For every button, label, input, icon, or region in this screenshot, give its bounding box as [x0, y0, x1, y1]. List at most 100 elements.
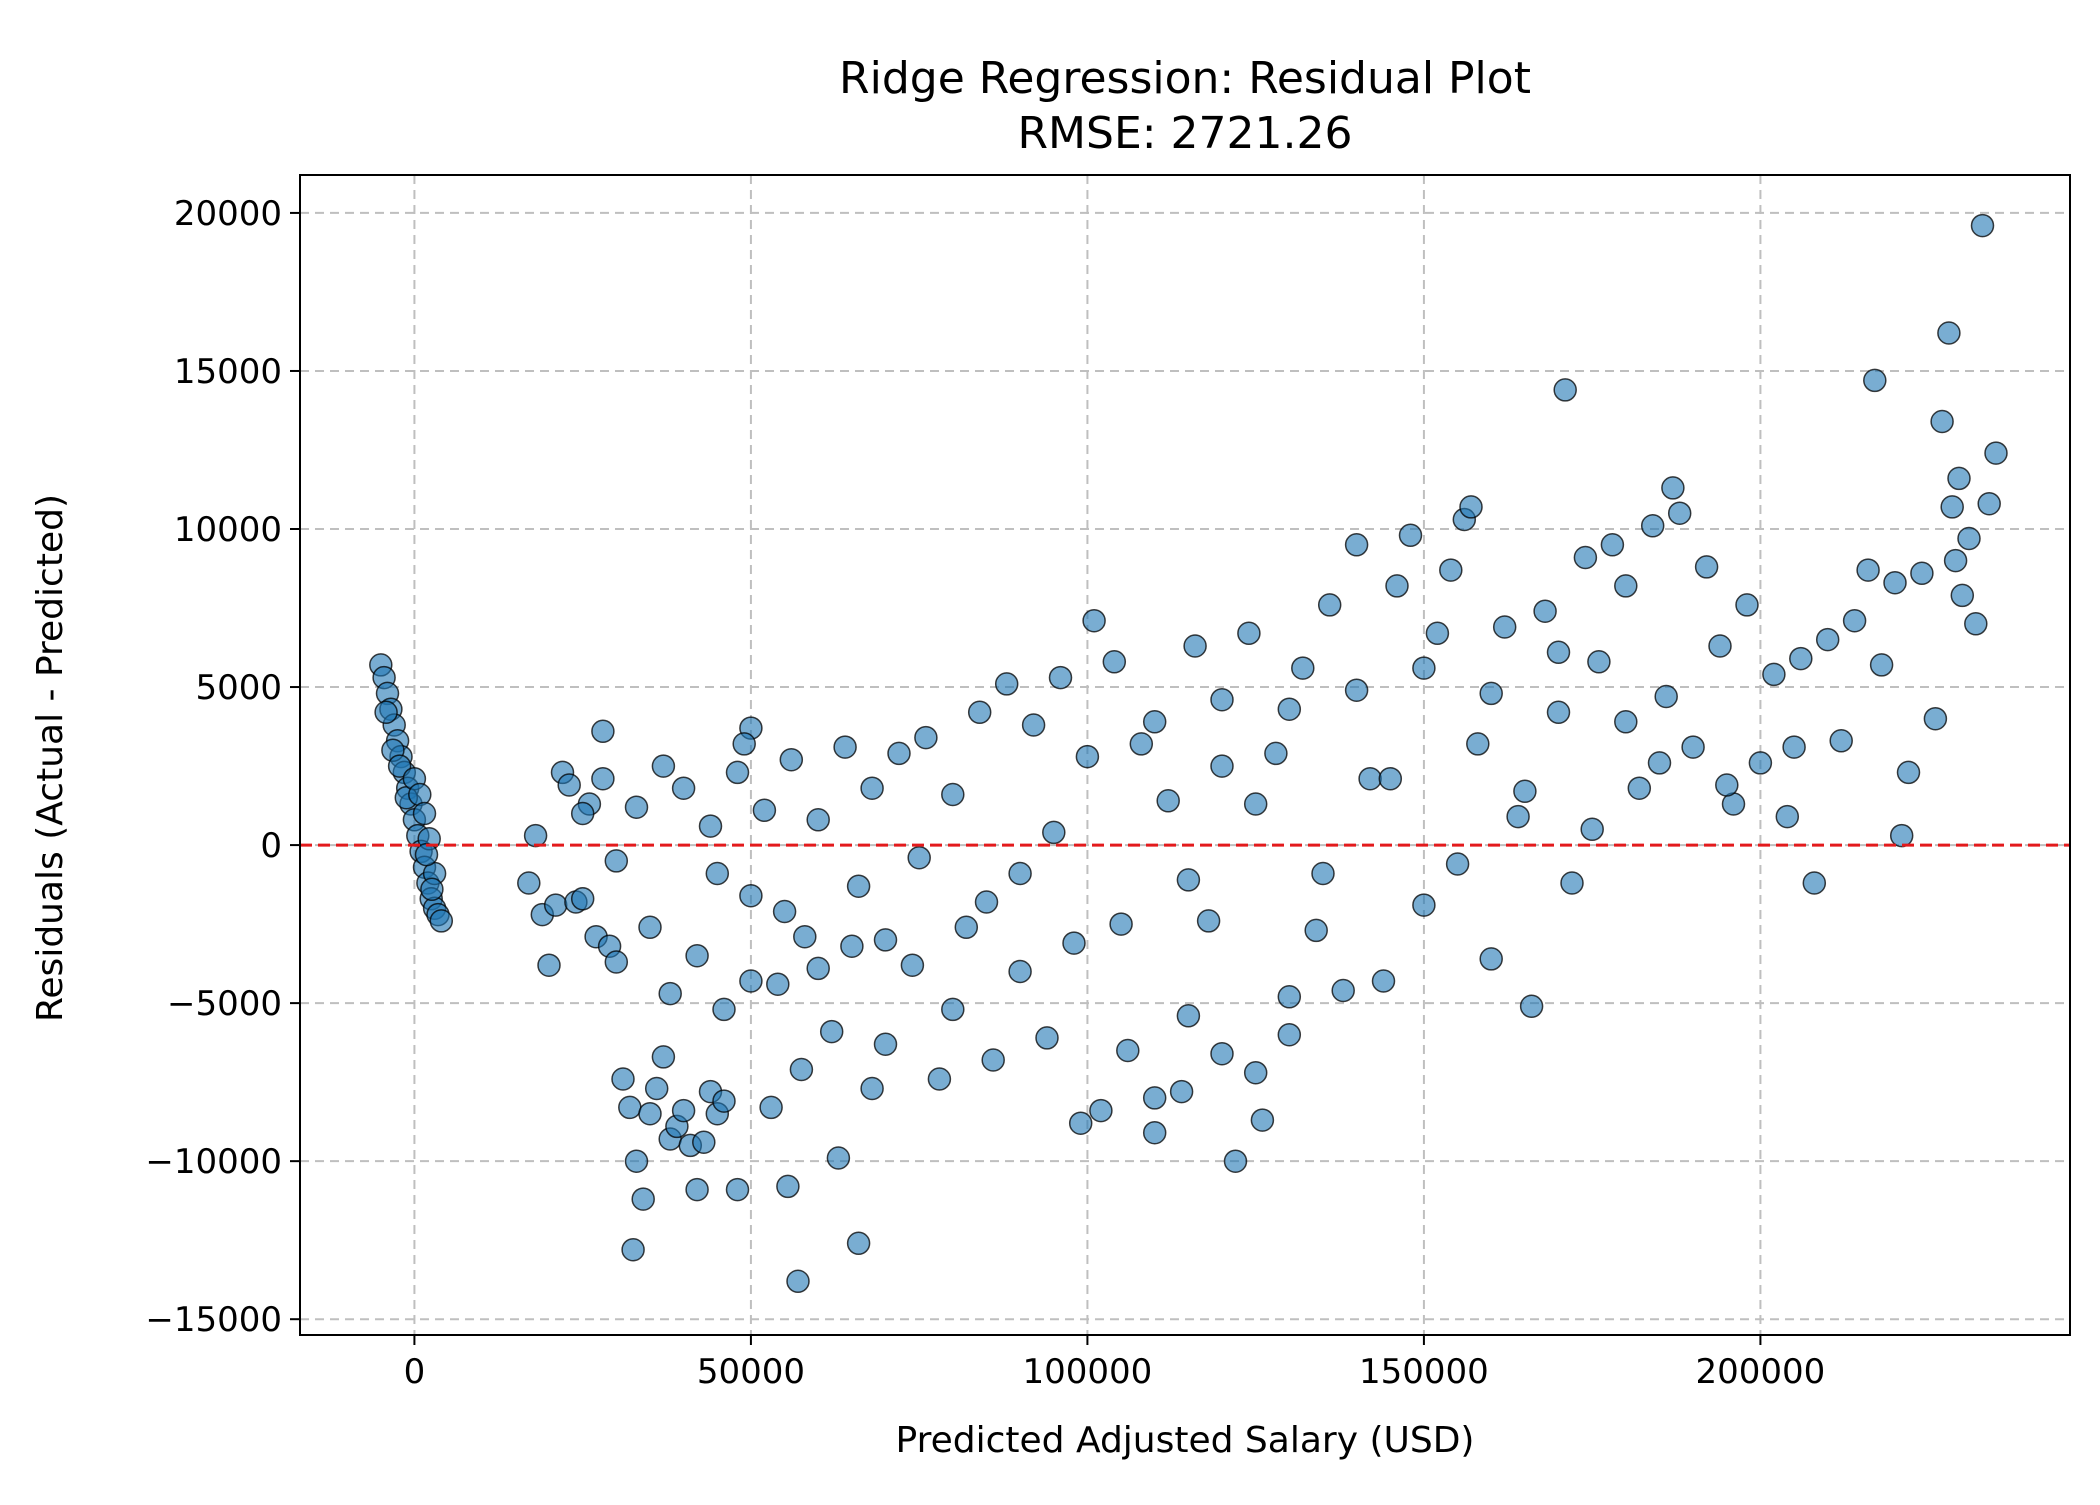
scatter-point — [1021, 713, 1046, 737]
scatter-point — [1775, 804, 1800, 829]
scatter-point — [840, 934, 864, 958]
scatter-point — [1048, 665, 1073, 690]
scatter-point — [1210, 1041, 1234, 1066]
scatter-point — [1883, 570, 1907, 595]
scatter-point — [712, 1089, 736, 1113]
scatter-point — [604, 950, 629, 974]
scatter-point — [1802, 871, 1827, 895]
scatter-point — [1068, 1111, 1093, 1135]
scatter-point — [873, 1032, 898, 1056]
scatter-point — [1250, 1108, 1275, 1132]
scatter-point — [1560, 871, 1584, 895]
scatter-point — [1708, 634, 1732, 658]
scatter-point — [658, 981, 682, 1006]
scatter-point — [517, 871, 541, 895]
scatter-point — [1385, 574, 1409, 598]
scatter-point — [1371, 969, 1396, 993]
scatter-point — [624, 1149, 649, 1173]
y-tick-label: 10000 — [174, 510, 282, 550]
scatter-point — [414, 842, 439, 867]
scatter-point — [789, 1057, 814, 1082]
scatter-points — [369, 213, 2008, 1294]
scatter-point — [1492, 615, 1517, 639]
scatter-point — [1176, 1004, 1201, 1028]
scatter-point — [1156, 789, 1180, 813]
scatter-point — [793, 924, 817, 949]
y-tick-label: 15000 — [174, 352, 282, 392]
scatter-point — [1546, 700, 1571, 725]
scatter-point — [974, 890, 999, 914]
scatter-point — [860, 1076, 884, 1101]
scatter-point — [611, 1067, 635, 1091]
scatter-point — [1546, 640, 1571, 665]
scatter-point — [685, 1177, 709, 1202]
scatter-point — [1331, 978, 1355, 1003]
scatter-point — [570, 887, 595, 911]
scatter-point — [685, 943, 709, 968]
scatter-point — [1977, 491, 2001, 516]
scatter-point — [1183, 634, 1207, 658]
scatter-point — [1439, 558, 1463, 582]
scatter-point — [1109, 912, 1133, 936]
scatter-point — [900, 953, 925, 977]
x-tick-label: 0 — [404, 1352, 426, 1392]
y-axis-label: Residuals (Actual - Predicted) — [30, 494, 71, 1022]
scatter-point — [1947, 466, 1971, 491]
scatter-point — [1344, 533, 1369, 557]
axis-ticks: 0 50000 100000 150000 200000−15000−10000−500… — [145, 194, 1825, 1392]
scatter-point — [705, 861, 730, 886]
scatter-point — [1129, 732, 1154, 756]
scatter-point — [927, 1067, 952, 1091]
scatter-point — [374, 700, 398, 725]
scatter-point — [1762, 662, 1786, 687]
scatter-point — [1317, 593, 1342, 617]
scatter-point — [1210, 687, 1234, 712]
scatter-point — [1587, 650, 1611, 674]
scatter-point — [621, 1237, 645, 1262]
scatter-point — [941, 997, 965, 1022]
scatter-point — [1910, 561, 1934, 586]
scatter-point — [1573, 545, 1598, 570]
scatter-point — [1930, 409, 1954, 434]
scatter-point — [1533, 599, 1557, 623]
scatter-point — [1412, 656, 1436, 680]
scatter-point — [1466, 732, 1490, 756]
x-tick-label: 50000 — [697, 1352, 805, 1392]
scatter-point — [1896, 760, 1921, 785]
scatter-point — [1614, 710, 1638, 734]
chart-title: Ridge Regression: Residual Plot — [839, 53, 1531, 104]
scatter-point — [846, 1231, 871, 1256]
scatter-point — [1950, 583, 1975, 608]
scatter-point — [1661, 476, 1685, 500]
scatter-point — [1398, 523, 1423, 548]
scatter-point — [429, 909, 454, 933]
scatter-point — [806, 956, 830, 981]
scatter-point — [1344, 678, 1369, 702]
scatter-point — [1715, 773, 1739, 797]
scatter-point — [1008, 861, 1032, 886]
grid-lines — [300, 175, 2070, 1335]
scatter-point — [1964, 612, 1988, 636]
scatter-point — [1614, 574, 1638, 598]
scatter-point — [826, 1146, 851, 1170]
scatter-point — [557, 773, 581, 797]
scatter-point — [1142, 710, 1167, 734]
scatter-point — [1513, 779, 1537, 804]
scatter-point — [1311, 861, 1335, 886]
scatter-point — [941, 782, 965, 807]
scatter-point — [1748, 751, 1773, 775]
scatter-point — [1829, 729, 1853, 753]
y-tick-label: −5000 — [167, 984, 282, 1024]
scatter-point — [1789, 646, 1813, 671]
scatter-point — [954, 915, 979, 940]
scatter-point — [420, 877, 444, 902]
scatter-point — [523, 823, 548, 848]
scatter-point — [967, 700, 992, 725]
scatter-point — [1984, 441, 2008, 465]
scatter-point — [873, 928, 898, 952]
scatter-point — [1035, 1026, 1059, 1050]
scatter-point — [1694, 555, 1719, 579]
scatter-point — [570, 801, 595, 826]
